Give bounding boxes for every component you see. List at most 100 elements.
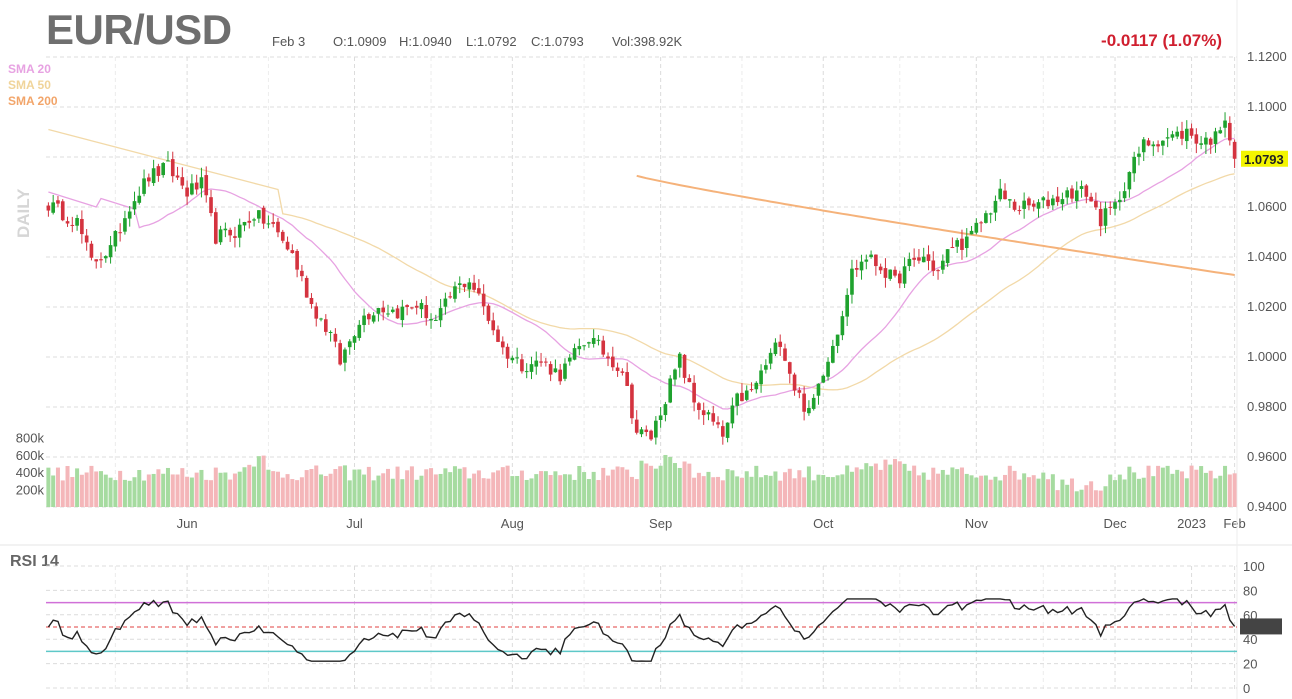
volume-bar xyxy=(376,475,381,507)
volume-bar xyxy=(534,474,539,507)
volume-bar xyxy=(1199,466,1204,507)
rsi-value-tag xyxy=(1240,618,1282,635)
candle-body xyxy=(529,364,534,372)
candle-body xyxy=(630,384,634,419)
volume-bar xyxy=(362,474,367,507)
candle-body xyxy=(673,369,677,380)
volume-bar xyxy=(826,476,831,507)
candle-body xyxy=(558,369,563,382)
candle-body xyxy=(1151,144,1156,147)
candle-body xyxy=(1051,198,1055,206)
candle-body xyxy=(429,319,433,321)
volume-bar xyxy=(1151,476,1156,507)
candle-body xyxy=(764,365,768,370)
candle-body xyxy=(897,273,902,284)
candle-body xyxy=(352,336,357,343)
candle-body xyxy=(118,232,122,234)
volume-bar xyxy=(644,463,649,507)
volume-bar xyxy=(873,463,878,507)
candle-body xyxy=(845,294,849,317)
candle-body xyxy=(257,210,261,219)
volume-bar xyxy=(682,461,687,507)
candle-body xyxy=(323,319,328,332)
volume-bar xyxy=(553,471,558,507)
candle-body xyxy=(209,197,213,214)
candle-body xyxy=(1213,131,1218,144)
volume-bar xyxy=(773,471,778,507)
volume-bar xyxy=(883,459,888,507)
volume-bar xyxy=(1026,477,1031,507)
candle-body xyxy=(137,195,142,203)
x-tick-label: 2023 xyxy=(1177,516,1206,531)
volume-bar xyxy=(213,467,218,507)
rsi-tick-label: 100 xyxy=(1243,559,1265,574)
candle-body xyxy=(917,257,921,261)
candle-body xyxy=(687,378,692,383)
volume-bar xyxy=(1160,467,1165,507)
volume-bar xyxy=(1227,474,1232,507)
candle-body xyxy=(639,429,644,435)
volume-bar xyxy=(572,479,577,507)
candle-body xyxy=(644,429,649,432)
volume-bar xyxy=(782,472,788,507)
candle-body xyxy=(902,266,907,284)
rsi-tick-label: 40 xyxy=(1243,632,1257,647)
volume-bar xyxy=(247,464,252,507)
candle-body xyxy=(773,342,778,355)
candle-body xyxy=(233,236,237,238)
candle-body xyxy=(1113,202,1117,209)
volume-bar xyxy=(1189,465,1194,507)
volume-bar xyxy=(1213,478,1218,507)
x-tick-label: Aug xyxy=(501,516,524,531)
volume-bar xyxy=(108,477,113,507)
volume-bar xyxy=(716,476,721,507)
candle-body xyxy=(228,229,232,236)
volume-bar xyxy=(959,467,964,507)
candle-body xyxy=(969,230,974,235)
volume-bar xyxy=(146,474,151,507)
candle-body xyxy=(1189,128,1194,136)
volume-bar xyxy=(687,463,692,507)
candle-body xyxy=(544,361,548,363)
volume-bar xyxy=(1041,472,1046,507)
candle-body xyxy=(1007,199,1012,201)
y-tick-label: 1.0400 xyxy=(1247,249,1287,264)
candle-body xyxy=(620,371,625,373)
volume-bar xyxy=(84,472,89,507)
volume-bar xyxy=(1113,480,1118,507)
candle-body xyxy=(974,222,979,233)
volume-bar xyxy=(620,467,625,507)
x-tick-label: Oct xyxy=(813,516,834,531)
candle-body xyxy=(367,314,371,320)
volume-bar xyxy=(739,477,744,507)
candle-body xyxy=(414,305,419,308)
candle-body xyxy=(553,368,558,373)
candle-body xyxy=(1127,172,1132,190)
volume-bar xyxy=(692,477,697,507)
volume-bar xyxy=(1146,465,1151,507)
candle-body xyxy=(60,201,65,221)
candle-body xyxy=(740,392,744,402)
last-price-tag xyxy=(1241,150,1288,167)
candle-body xyxy=(864,259,869,262)
volume-bar xyxy=(472,473,477,507)
volume-bar xyxy=(577,465,582,507)
candle-body xyxy=(347,341,352,348)
volume-bar xyxy=(280,477,285,507)
volume-bar xyxy=(921,472,926,507)
volume-bar xyxy=(1156,465,1161,507)
volume-bar xyxy=(778,480,783,507)
volume-bar xyxy=(1084,485,1089,507)
candle-body xyxy=(964,236,969,249)
volume-bar xyxy=(194,472,199,507)
volume-bar xyxy=(634,479,639,507)
candle-body xyxy=(161,163,166,176)
volume-bar xyxy=(1079,489,1084,507)
volume-bar xyxy=(792,478,797,507)
candle-body xyxy=(610,356,615,368)
volume-bar xyxy=(1170,473,1175,507)
volume-bar xyxy=(821,474,826,507)
candle-body xyxy=(878,266,883,271)
y-tick-label: 1.1000 xyxy=(1247,99,1287,114)
